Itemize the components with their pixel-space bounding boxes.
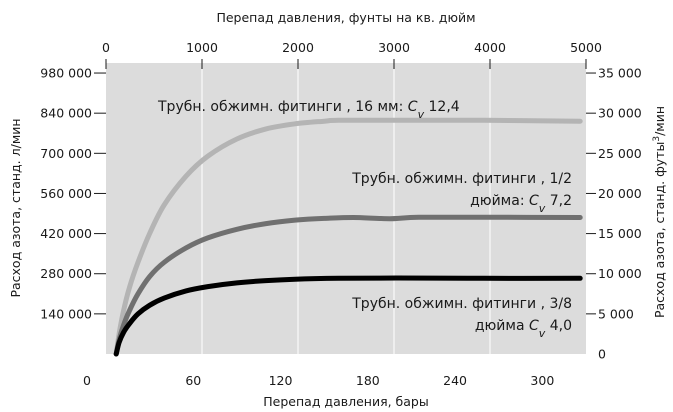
y-axis-right-title: Расход азота, станд. футы3/мин — [652, 106, 667, 318]
series-label-three-eighths-inch-line: Трубн. обжимн. фитинги , 3/8 — [351, 296, 572, 312]
x-top-tick-label: 1000 — [186, 40, 218, 55]
series-label-16mm-line: Трубн. обжимн. фитинги , 16 мм: Cv 12,4 — [157, 99, 460, 121]
x-top-tick-label: 4000 — [474, 40, 506, 55]
label-segment: 12,4 — [424, 99, 460, 115]
axes: 0 1000 2000 3000 4000 5000 0 60 120 180 240 300 140 … — [40, 40, 641, 388]
y-right-tick-label: 10 000 — [598, 266, 642, 281]
x-bottom-tick-label: 180 — [356, 373, 380, 388]
label-segment: 7,2 — [545, 193, 572, 209]
series-label-half-inch-line: дюйма: Cv 7,2 — [470, 193, 572, 215]
series-line-three-eighths-inch — [113, 275, 583, 357]
x-top-tick-label: 0 — [102, 40, 110, 55]
series-line-half-inch — [113, 214, 583, 357]
y-right-tick-label: 5 000 — [598, 306, 634, 321]
label-segment: C — [408, 99, 418, 115]
x-top-tick-label: 5000 — [570, 40, 602, 55]
x-top-tick-label: 2000 — [282, 40, 314, 55]
series-label-three-eighths-inch-line: дюйма Cv 4,0 — [475, 318, 572, 340]
label-segment: Трубн. обжимн. фитинги , 1/2 — [351, 171, 572, 187]
y-right-tick-label: 15 000 — [598, 226, 642, 241]
y-left-tick-label: 420 000 — [40, 226, 92, 241]
y-right-tick-label: 30 000 — [598, 106, 642, 121]
y-right-tick-label: 35 000 — [598, 66, 642, 81]
y-axis-right-title-sup: 3 — [652, 136, 662, 142]
series-label-half-inch-line: Трубн. обжимн. фитинги , 1/2 — [351, 171, 572, 187]
label-segment: Трубн. обжимн. фитинги , 3/8 — [351, 296, 572, 312]
y-left-tick-label: 140 000 — [40, 306, 92, 321]
y-left-tick-label: 980 000 — [40, 66, 92, 81]
y-left-tick-label: 280 000 — [40, 266, 92, 281]
label-segment: v — [539, 327, 546, 340]
y-axis-left-title: Расход азота, станд. л/мин — [8, 118, 23, 297]
y-right-tick-label: 25 000 — [598, 146, 642, 161]
label-segment: дюйма: — [470, 193, 529, 209]
label-segment: v — [418, 108, 425, 121]
label-segment: дюйма — [475, 318, 529, 334]
y-right-tick-label: 0 — [598, 347, 606, 362]
y-left-tick-label: 700 000 — [40, 146, 92, 161]
x-axis-top-title: Перепад давления, фунты на кв. дюйм — [216, 10, 475, 25]
label-segment: C — [529, 318, 539, 334]
y-left-tick-label: 560 000 — [40, 186, 92, 201]
x-bottom-tick-label: 0 — [83, 373, 91, 388]
x-top-tick-label: 3000 — [378, 40, 410, 55]
y-axis-right-title-tail: /мин — [652, 106, 667, 136]
y-right-tick-label: 20 000 — [598, 186, 642, 201]
label-segment: Трубн. обжимн. фитинги , 16 мм: — [157, 99, 408, 115]
y-axis-right-title-main: Расход азота, станд. футы — [652, 142, 667, 318]
x-bottom-tick-label: 240 — [443, 373, 467, 388]
series-labels: Трубн. обжимн. фитинги , 16 мм: Cv 12,4Т… — [157, 99, 572, 340]
grid-lines — [201, 63, 491, 354]
x-axis-bottom-title: Перепад давления, бары — [263, 394, 428, 409]
series-line-16mm — [113, 117, 583, 357]
label-segment: C — [529, 193, 539, 209]
x-bottom-tick-label: 60 — [185, 373, 201, 388]
y-left-tick-label: 840 000 — [40, 106, 92, 121]
series-lines — [113, 117, 583, 357]
label-segment: v — [539, 202, 546, 215]
plot-area-background — [106, 63, 586, 354]
x-bottom-tick-label: 120 — [269, 373, 293, 388]
x-bottom-tick-label: 300 — [530, 373, 554, 388]
label-segment: 4,0 — [545, 318, 572, 334]
